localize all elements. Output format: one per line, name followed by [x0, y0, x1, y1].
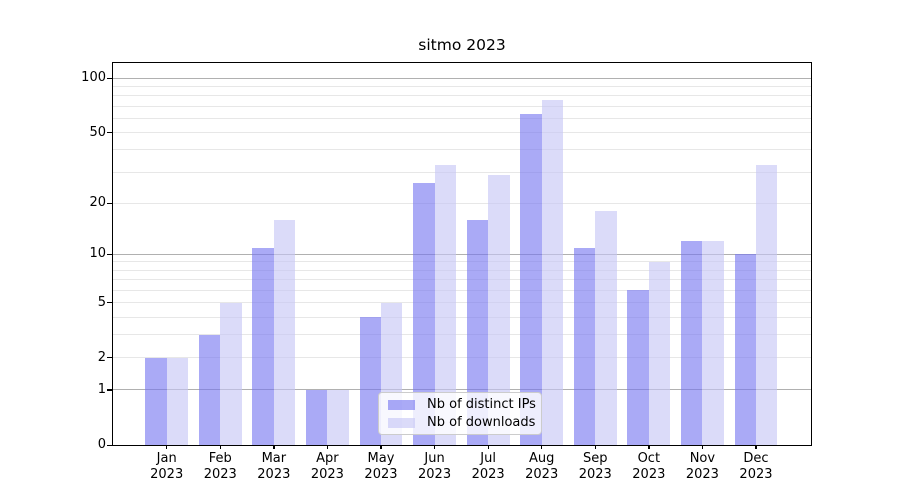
y-tick-label-2: 2 — [97, 349, 106, 365]
y-tick-label-10: 10 — [89, 246, 106, 262]
y-tick-mark — [107, 77, 112, 79]
legend-entry-downloads: Nb of downloads — [388, 414, 541, 430]
plot-area — [112, 62, 812, 446]
bar-downloads-sep — [595, 211, 617, 445]
y-tick-label-50: 50 — [89, 124, 106, 140]
gridline — [113, 171, 811, 173]
gridline — [113, 279, 811, 281]
x-tick-mark — [166, 445, 168, 449]
gridline — [113, 202, 811, 204]
gridline — [113, 302, 811, 304]
bar-ips-apr — [306, 389, 328, 445]
y-tick-mark — [107, 302, 112, 304]
bar-downloads-jul — [488, 174, 510, 445]
x-tick-label-oct: Oct 2023 — [632, 451, 666, 482]
x-tick-mark — [434, 445, 436, 449]
grid-layer — [113, 63, 811, 445]
x-tick-label-dec: Dec 2023 — [739, 451, 773, 482]
bar-downloads-oct — [648, 262, 671, 445]
gridline — [113, 261, 811, 263]
gridline — [113, 95, 811, 97]
gridline — [113, 253, 811, 255]
legend-label-downloads: Nb of downloads — [427, 414, 536, 430]
x-tick-mark — [219, 445, 221, 449]
x-tick-label-feb: Feb 2023 — [203, 451, 237, 482]
bar-downloads-nov — [702, 241, 724, 445]
y-tick-label-100: 100 — [81, 70, 106, 86]
bar-downloads-mar — [273, 219, 296, 445]
x-tick-label-may: May 2023 — [364, 451, 398, 482]
gridline — [113, 132, 811, 133]
y-tick-label-20: 20 — [89, 195, 106, 211]
y-tick-label-1: 1 — [97, 381, 106, 397]
y-tick-label-0: 0 — [97, 437, 106, 452]
bar-downloads-jan — [166, 357, 189, 445]
gridline — [113, 316, 811, 318]
x-tick-mark — [273, 445, 275, 449]
x-tick-mark — [594, 445, 596, 449]
gridline — [113, 334, 811, 336]
bar-ips-nov — [681, 241, 703, 445]
bar-downloads-jun — [434, 164, 456, 445]
x-tick-label-mar: Mar 2023 — [257, 451, 291, 482]
gridline — [113, 389, 811, 391]
gridline — [113, 117, 811, 119]
x-tick-label-jun: Jun 2023 — [418, 451, 452, 482]
y-tick-mark — [107, 202, 112, 204]
bar-ips-dec — [734, 254, 756, 445]
gridline — [113, 269, 811, 271]
bar-ips-jan — [145, 357, 167, 445]
bar-ips-aug — [520, 114, 542, 445]
x-tick-mark — [701, 445, 704, 449]
x-tick-label-sep: Sep 2023 — [578, 451, 612, 482]
y-tick-label-5: 5 — [97, 294, 106, 310]
gridline — [113, 105, 811, 107]
chart-title: sitmo 2023 — [418, 36, 506, 54]
x-tick-mark — [487, 445, 489, 449]
bar-ips-sep — [573, 247, 596, 445]
bar-downloads-aug — [541, 99, 564, 445]
y-tick-mark — [107, 357, 112, 359]
bar-downloads-dec — [755, 164, 778, 445]
x-tick-mark — [648, 445, 650, 449]
gridline — [113, 289, 811, 291]
gridline — [113, 357, 811, 359]
x-tick-label-nov: Nov 2023 — [685, 451, 719, 482]
x-tick-mark — [755, 445, 757, 449]
bar-ips-jul — [466, 219, 489, 445]
y-tick-mark — [107, 444, 112, 446]
gridline — [113, 85, 811, 87]
legend: Nb of distinct IPs Nb of downloads — [378, 392, 542, 435]
bars-layer — [113, 63, 811, 445]
legend-swatch-downloads — [388, 417, 415, 428]
x-tick-mark — [541, 445, 543, 449]
x-tick-label-apr: Apr 2023 — [310, 451, 344, 482]
bar-downloads-apr — [327, 389, 349, 445]
legend-swatch-distinct-ips — [388, 399, 415, 410]
x-tick-label-jan: Jan 2023 — [150, 451, 184, 482]
y-tick-mark — [107, 253, 112, 256]
y-tick-mark — [107, 132, 112, 134]
bar-downloads-feb — [220, 302, 242, 445]
bar-ips-oct — [627, 290, 649, 445]
x-tick-mark — [380, 445, 382, 449]
x-tick-label-jul: Jul 2023 — [471, 451, 505, 482]
x-tick-mark — [326, 445, 329, 449]
bar-ips-mar — [252, 247, 274, 445]
legend-entry-distinct-ips: Nb of distinct IPs — [388, 396, 541, 412]
gridline — [113, 149, 811, 151]
gridline — [113, 77, 811, 79]
legend-label-distinct-ips: Nb of distinct IPs — [427, 396, 536, 412]
bar-ips-may — [359, 317, 381, 445]
y-tick-mark — [107, 389, 112, 391]
bar-ips-feb — [198, 334, 221, 445]
x-tick-label-aug: Aug 2023 — [525, 451, 559, 482]
bar-ips-jun — [413, 183, 435, 445]
